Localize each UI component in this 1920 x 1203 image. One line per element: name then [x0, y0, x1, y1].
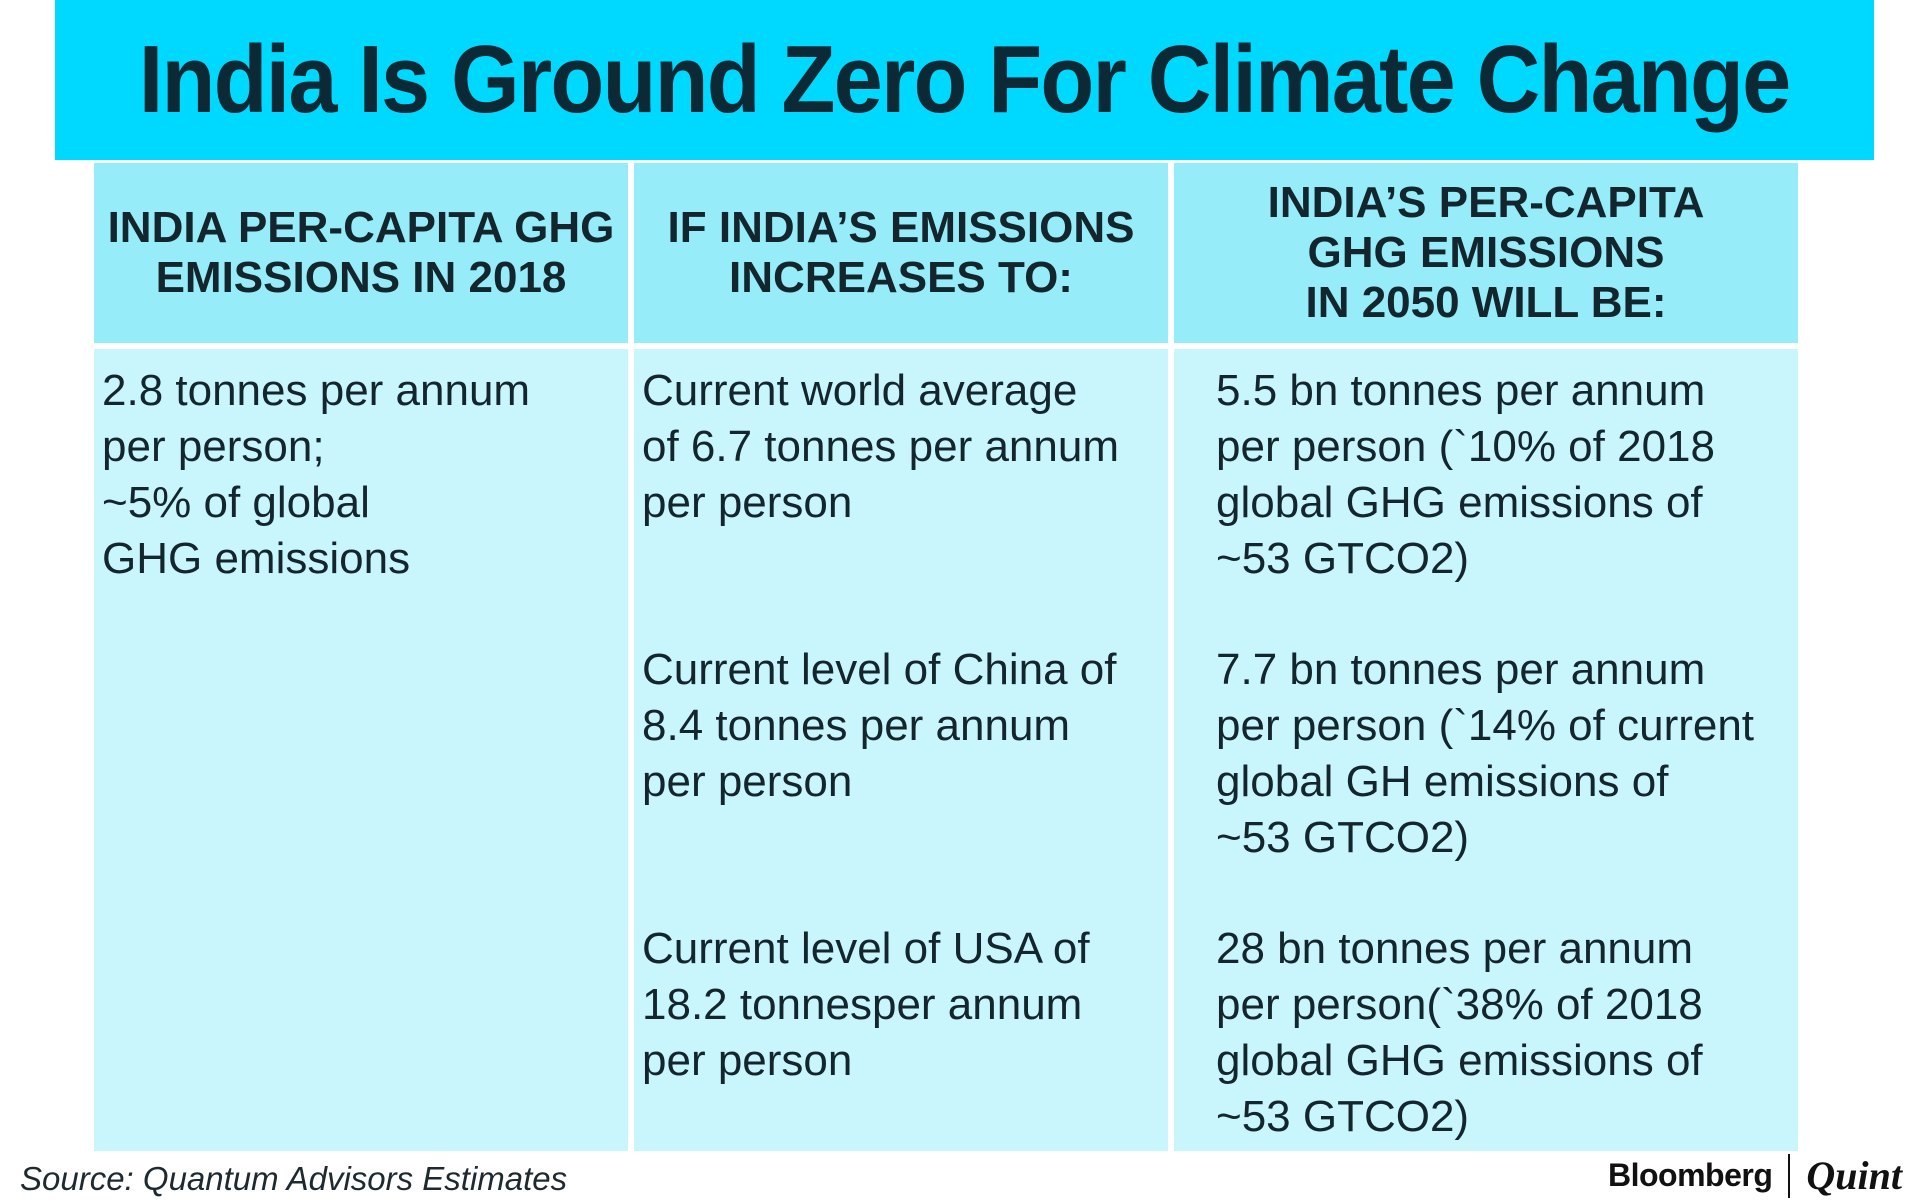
logo-quint: Quint [1806, 1153, 1902, 1198]
cell-line: Current level of USA of [642, 924, 1090, 973]
scenario-result-china: 7.7 bn tonnes per annum per person (`14%… [1216, 642, 1792, 866]
header-line: GHG EMISSIONS [1307, 228, 1665, 277]
cell-line: ~5% of global [102, 478, 370, 527]
column-scenario: IF INDIA’S EMISSIONS INCREASES TO: Curre… [634, 163, 1168, 1151]
cell-line: 28 bn tonnes per annum [1216, 924, 1694, 973]
scenario-result-usa: 28 bn tonnes per annum per person(`38% o… [1216, 921, 1792, 1145]
logo-divider [1788, 1153, 1791, 1198]
title-bar: India Is Ground Zero For Climate Change [55, 0, 1874, 160]
emissions-table: INDIA PER-CAPITA GHG EMISSIONS IN 2018 2… [94, 163, 1798, 1151]
column-body-scenario: Current world average of 6.7 tonnes per … [634, 349, 1168, 1151]
cell-line: per person [642, 478, 853, 527]
cell-line: per person [642, 757, 853, 806]
scenario-condition-usa: Current level of USA of 18.2 tonnesper a… [642, 921, 1162, 1089]
column-header-baseline: INDIA PER-CAPITA GHG EMISSIONS IN 2018 [94, 163, 628, 343]
scenario-condition-world: Current world average of 6.7 tonnes per … [642, 363, 1162, 531]
cell-line: 7.7 bn tonnes per annum [1216, 645, 1706, 694]
cell-line: 5.5 bn tonnes per annum [1216, 366, 1706, 415]
header-line: INDIA PER-CAPITA GHG [107, 203, 615, 252]
cell-line: ~53 GTCO2) [1216, 1092, 1470, 1141]
cell-line: per person(`38% of 2018 [1216, 980, 1703, 1029]
header-line: IN 2050 WILL BE: [1305, 278, 1667, 327]
cell-line: Current level of China of [642, 645, 1117, 694]
cell-line: of 6.7 tonnes per annum [642, 422, 1119, 471]
header-line: EMISSIONS IN 2018 [155, 253, 567, 302]
header-line: INCREASES TO: [729, 253, 1073, 302]
cell-line: global GH emissions of [1216, 757, 1669, 806]
column-body-result: 5.5 bn tonnes per annum per person (`10%… [1174, 349, 1798, 1151]
cell-line: 18.2 tonnesper annum [642, 980, 1083, 1029]
cell-line: ~53 GTCO2) [1216, 813, 1470, 862]
cell-line: per person (`14% of current [1216, 701, 1755, 750]
column-baseline: INDIA PER-CAPITA GHG EMISSIONS IN 2018 2… [94, 163, 628, 1151]
cell-line: per person (`10% of 2018 [1216, 422, 1715, 471]
cell-line: per person; [102, 422, 325, 471]
cell-line: per person [642, 1036, 853, 1085]
column-header-scenario: IF INDIA’S EMISSIONS INCREASES TO: [634, 163, 1168, 343]
cell-line: GHG emissions [102, 534, 411, 583]
cell-line: 2.8 tonnes per annum [102, 366, 531, 415]
brand-logo: Bloomberg Quint [1608, 1152, 1902, 1199]
cell-line: Current world average [642, 366, 1078, 415]
header-line: IF INDIA’S EMISSIONS [667, 203, 1135, 252]
cell-line: global GHG emissions of [1216, 1036, 1703, 1085]
header-line: INDIA’S PER-CAPITA [1267, 178, 1705, 227]
column-body-baseline: 2.8 tonnes per annum per person; ~5% of … [94, 349, 628, 1151]
scenario-result-world: 5.5 bn tonnes per annum per person (`10%… [1216, 363, 1792, 587]
column-header-result: INDIA’S PER-CAPITA GHG EMISSIONS IN 2050… [1174, 163, 1798, 343]
baseline-cell: 2.8 tonnes per annum per person; ~5% of … [102, 363, 622, 587]
page-title: India Is Ground Zero For Climate Change [139, 26, 1791, 133]
cell-line: ~53 GTCO2) [1216, 534, 1470, 583]
cell-line: global GHG emissions of [1216, 478, 1703, 527]
source-note: Source: Quantum Advisors Estimates [20, 1160, 568, 1197]
cell-line: 8.4 tonnes per annum [642, 701, 1071, 750]
column-result: INDIA’S PER-CAPITA GHG EMISSIONS IN 2050… [1174, 163, 1798, 1151]
scenario-condition-china: Current level of China of 8.4 tonnes per… [642, 642, 1162, 810]
logo-bloomberg: Bloomberg [1608, 1157, 1773, 1193]
